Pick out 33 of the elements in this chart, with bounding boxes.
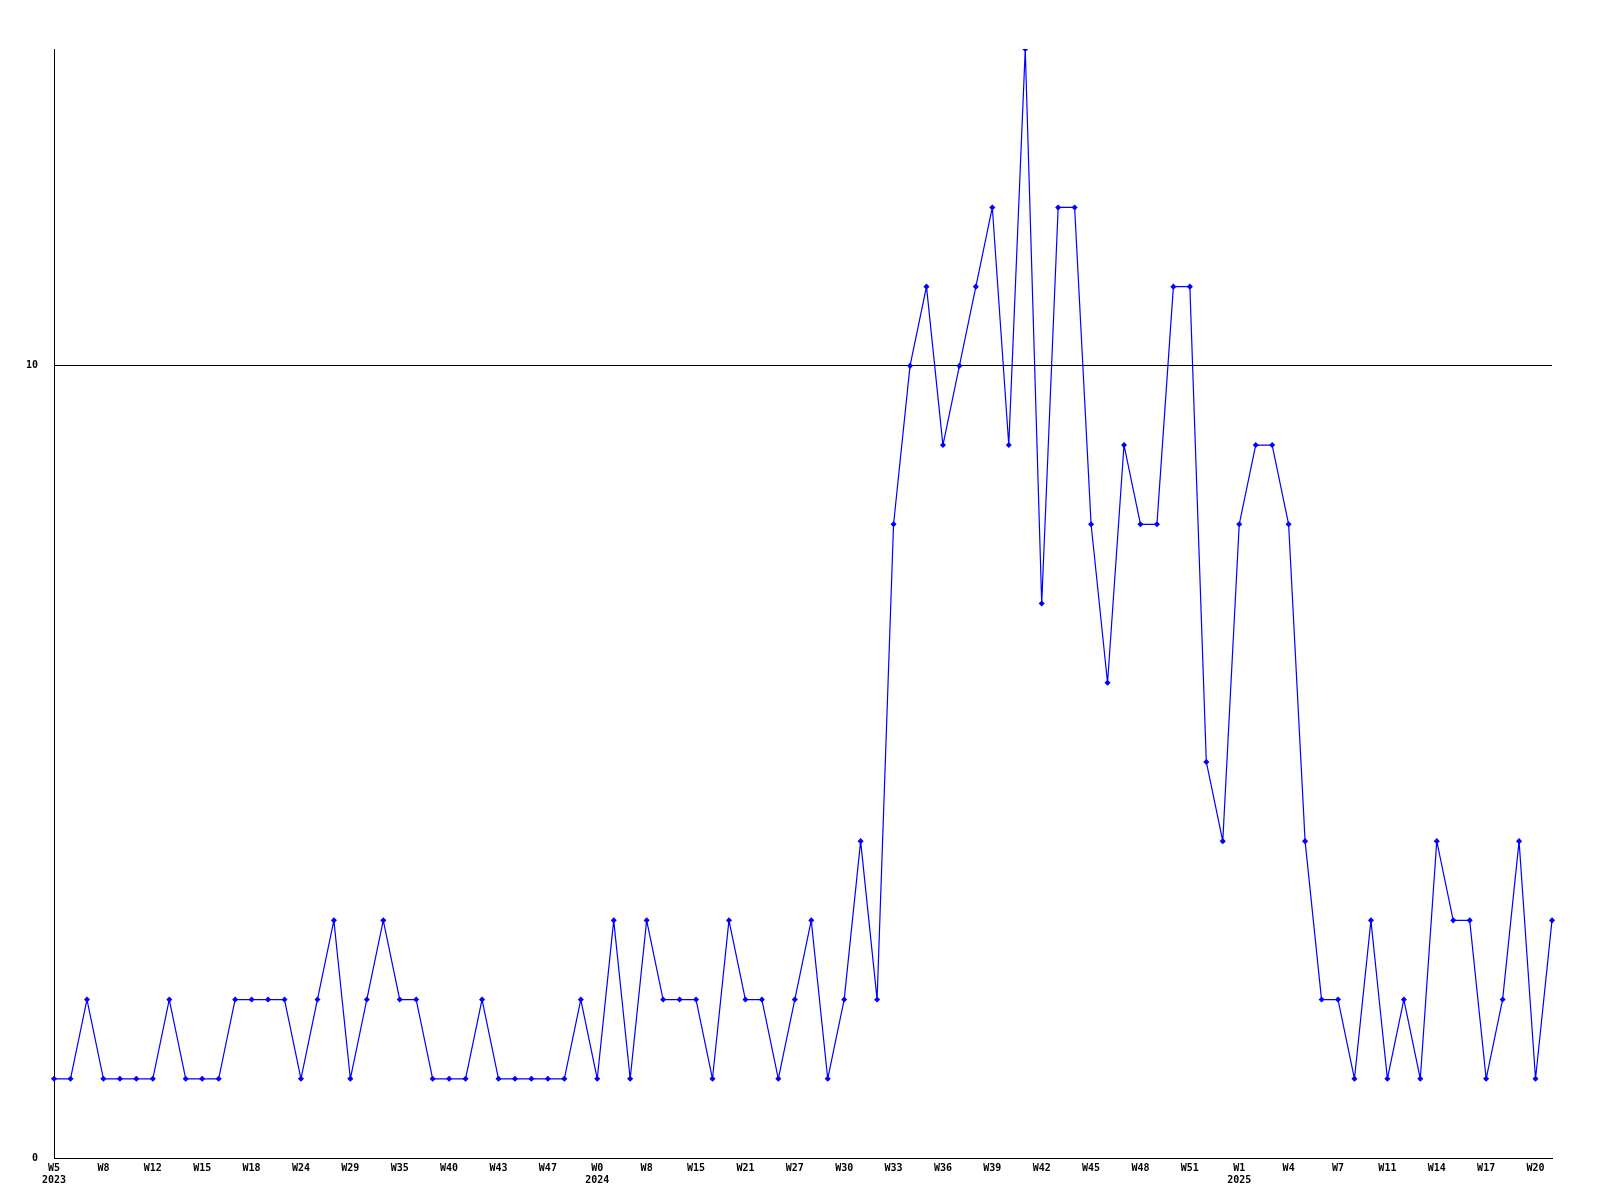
x-tick-label: W20 — [1526, 1161, 1545, 1173]
x-tick-label: W40 — [440, 1161, 459, 1173]
x-tick-label: W45 — [1082, 1161, 1101, 1173]
x-tick-label: W51 — [1180, 1161, 1199, 1173]
x-tick-label: W8 — [640, 1161, 653, 1173]
x-tick-label: W7 — [1331, 1161, 1345, 1173]
x-tick-label: W8 — [97, 1161, 110, 1173]
x-tick-label: W48 — [1131, 1161, 1150, 1173]
x-tick-label: W35 — [390, 1161, 409, 1173]
x-tick-label: W15 — [193, 1161, 212, 1173]
x-tick-label: W1 2025 — [1227, 1161, 1252, 1185]
x-tick-label: W36 — [933, 1161, 952, 1173]
x-tick-label: W42 — [1032, 1161, 1051, 1173]
x-tick-label: W5 2023 — [41, 1161, 67, 1185]
x-tick-label: W17 — [1477, 1161, 1496, 1173]
x-tick-label: W14 — [1427, 1161, 1446, 1173]
x-tick-label: W0 2024 — [585, 1161, 610, 1185]
y-tick-label: 0 — [32, 1151, 39, 1163]
x-tick-label: W15 — [686, 1161, 706, 1173]
x-tick-label: W33 — [884, 1161, 903, 1173]
x-tick-label: W4 — [1282, 1161, 1295, 1173]
x-tick-label: W11 — [1378, 1161, 1397, 1173]
x-tick-label: W43 — [489, 1161, 508, 1173]
x-tick-label: W24 — [291, 1161, 310, 1173]
x-tick-label: W12 — [143, 1161, 162, 1173]
y-tick-label: 10 — [25, 359, 39, 371]
x-tick-label: W27 — [785, 1161, 804, 1173]
x-tick-label: W21 — [736, 1161, 755, 1173]
x-tick-label: W29 — [341, 1161, 360, 1173]
x-tick-label: W47 — [538, 1161, 557, 1173]
x-tick-label: W39 — [983, 1161, 1002, 1173]
x-tick-label: W18 — [242, 1161, 261, 1173]
x-tick-label: W30 — [835, 1161, 854, 1173]
